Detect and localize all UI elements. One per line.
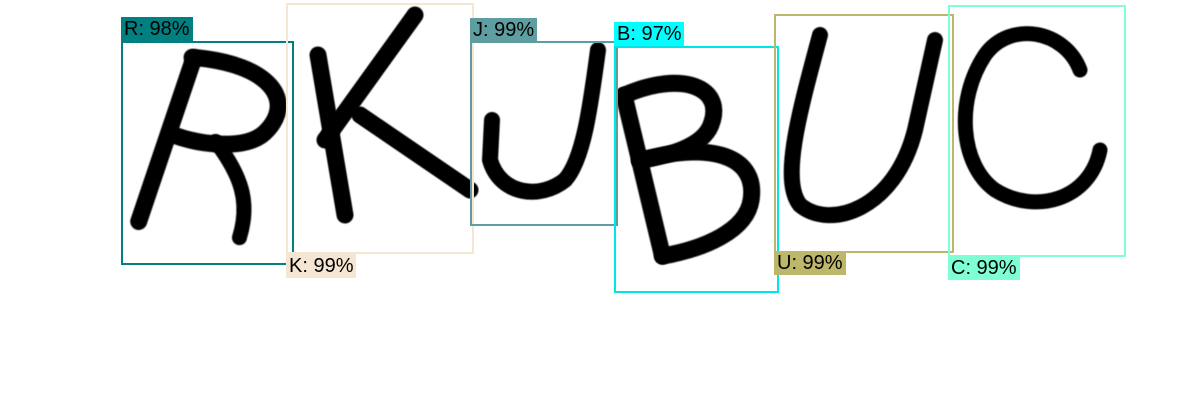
detection-label-k: K: 99% <box>286 254 357 278</box>
glyph-c <box>957 26 1108 210</box>
detection-label-b: B: 97% <box>614 22 685 46</box>
glyph-u <box>783 27 943 224</box>
detection-label-c: C: 99% <box>948 256 1020 280</box>
glyph-b <box>615 74 761 265</box>
detection-box-j <box>470 41 618 226</box>
glyph-j <box>482 42 606 200</box>
detection-box-k <box>286 3 474 254</box>
glyph-k <box>309 6 479 224</box>
glyph-r <box>130 48 287 246</box>
detection-box-u <box>774 14 954 253</box>
detection-box-r <box>121 41 294 265</box>
detection-label-j: J: 99% <box>470 18 538 42</box>
detection-label-u: U: 99% <box>774 251 846 275</box>
detection-box-b <box>614 46 779 293</box>
detection-label-r: R: 98% <box>121 17 193 41</box>
detection-box-c <box>948 5 1126 257</box>
